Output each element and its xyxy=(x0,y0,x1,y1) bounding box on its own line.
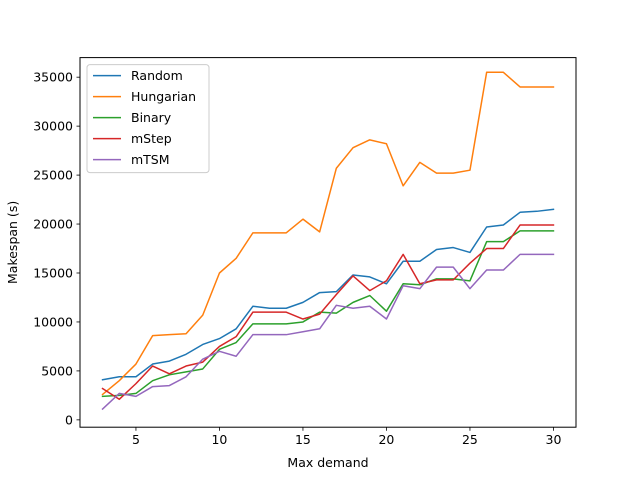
y-tick-label: 20000 xyxy=(33,217,73,232)
plot-lines xyxy=(101,71,555,411)
y-tick-label: 5000 xyxy=(41,363,73,378)
x-tick-label: 30 xyxy=(546,432,562,447)
series-line-mstep xyxy=(101,224,555,401)
x-tick-label: 20 xyxy=(378,432,394,447)
x-tick-label: 25 xyxy=(462,432,478,447)
plot-frame xyxy=(79,57,577,428)
y-tick-label: 10000 xyxy=(33,314,73,329)
x-axis-label: Max demand xyxy=(287,455,368,470)
y-tick-label: 35000 xyxy=(33,70,73,85)
legend: Random Hungarian Binary mStep mTSM xyxy=(86,64,210,174)
legend-label-binary: Binary xyxy=(131,110,172,125)
y-axis-label: Makespan (s) xyxy=(5,201,20,284)
y-tick-label: 30000 xyxy=(33,119,73,134)
x-axis-ticks: 5 10 15 20 25 30 xyxy=(132,427,561,447)
x-tick-label: 5 xyxy=(132,432,140,447)
x-tick-label: 15 xyxy=(295,432,311,447)
legend-label-mstep: mStep xyxy=(131,131,172,146)
y-tick-label: 25000 xyxy=(33,168,73,183)
series-line-random xyxy=(101,208,555,381)
legend-label-mtsm: mTSM xyxy=(131,152,170,167)
series-line-mtsm xyxy=(101,253,555,411)
series-line-hungarian xyxy=(101,71,555,396)
series-line-binary xyxy=(101,230,555,398)
legend-label-random: Random xyxy=(131,68,183,83)
y-tick-label: 15000 xyxy=(33,265,73,280)
legend-box xyxy=(86,64,210,174)
x-tick-label: 10 xyxy=(211,432,227,447)
legend-label-hungarian: Hungarian xyxy=(131,89,196,104)
y-axis-ticks: 0 5000 10000 15000 20000 25000 30000 35000 xyxy=(33,70,80,427)
y-tick-label: 0 xyxy=(65,412,73,427)
